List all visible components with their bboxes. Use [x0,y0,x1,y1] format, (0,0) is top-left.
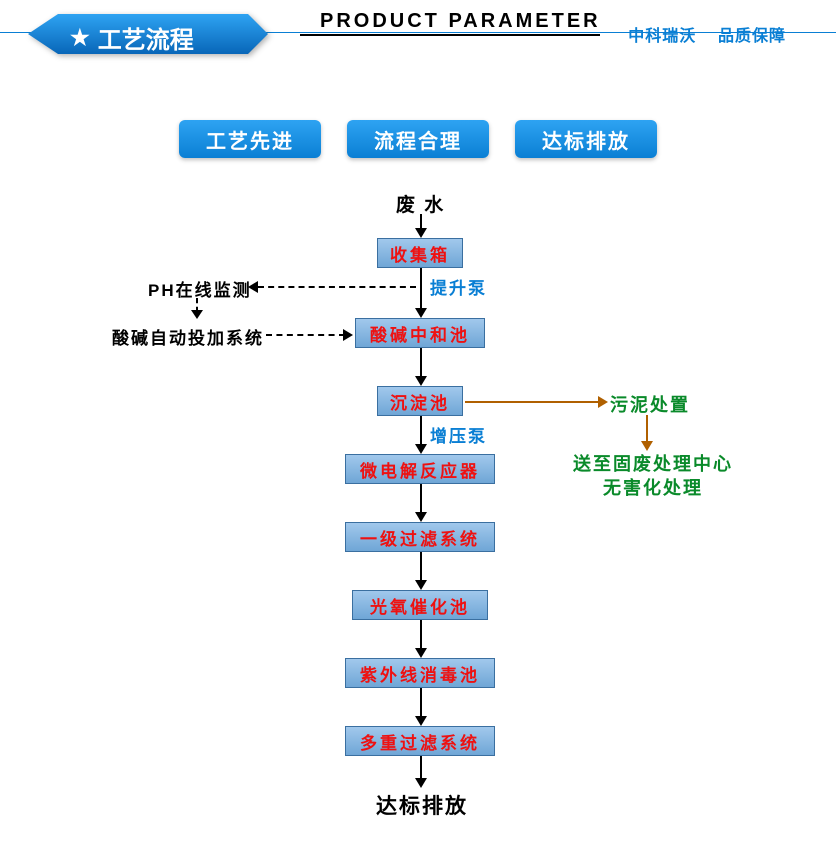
arrow-down-icon [415,778,427,788]
edge [420,484,422,514]
star-icon: ★ [70,25,90,51]
feature-btn-3: 达标排放 [515,120,657,158]
disposal-label: 送至固废处理中心无害化处理 [568,452,738,500]
sludge-label: 污泥处置 [610,391,690,417]
flowchart: 废 水收集箱酸碱中和池沉淀池微电解反应器一级过滤系统光氧催化池紫外线消毒池多重过… [0,188,836,828]
node-n6: 光氧催化池 [352,590,488,620]
arrow-left-icon [248,281,258,293]
node-n2: 酸碱中和池 [355,318,485,348]
ph-label: PH在线监测 [148,276,252,301]
edge-label: 提升泵 [430,274,487,299]
edge-brown [465,401,600,403]
edge [420,416,422,446]
edge [420,688,422,718]
param-title: PRODUCT PARAMETER [320,10,601,33]
brand-text: 中科瑞沃 品质保障 [628,22,786,46]
feature-btn-2: 流程合理 [347,120,489,158]
arrow-down-icon [415,580,427,590]
edge [420,268,422,310]
node-n8: 多重过滤系统 [345,726,495,756]
banner-title: 工艺流程 [98,20,194,55]
node-n1: 收集箱 [377,238,463,268]
dashed-edge [266,334,345,336]
edge [420,348,422,378]
edge-brown [646,415,648,443]
node-n7: 紫外线消毒池 [345,658,495,688]
feature-row: 工艺先进 流程合理 达标排放 [0,120,836,158]
feature-btn-1: 工艺先进 [179,120,321,158]
arrow-down-icon [415,512,427,522]
banner-title-wrap: ★ 工艺流程 [70,20,194,55]
brand-left: 中科瑞沃 [628,28,696,45]
edge [420,620,422,650]
arrow-right-icon [343,329,353,341]
arrow-down-icon [415,648,427,658]
edge-label: 增压泵 [430,422,487,447]
edge [420,552,422,582]
arrow-down-icon [191,310,203,319]
end-label: 达标排放 [376,790,468,820]
brand-right: 品质保障 [718,28,786,45]
node-n3: 沉淀池 [377,386,463,416]
arrow-down-icon [415,228,427,238]
dosing-label: 酸碱自动投加系统 [112,324,264,349]
start-label: 废 水 [396,190,445,217]
node-n4: 微电解反应器 [345,454,495,484]
param-underline [300,34,600,36]
node-n5: 一级过滤系统 [345,522,495,552]
arrow-down-icon [415,308,427,318]
edge [420,756,422,780]
arrow-down-icon [415,376,427,386]
arrow-right-icon [598,396,608,408]
arrow-down-icon [415,444,427,454]
header: ★ 工艺流程 PRODUCT PARAMETER 中科瑞沃 品质保障 [0,10,836,70]
dashed-edge [258,286,416,288]
arrow-down-icon [641,441,653,451]
arrow-down-icon [415,716,427,726]
